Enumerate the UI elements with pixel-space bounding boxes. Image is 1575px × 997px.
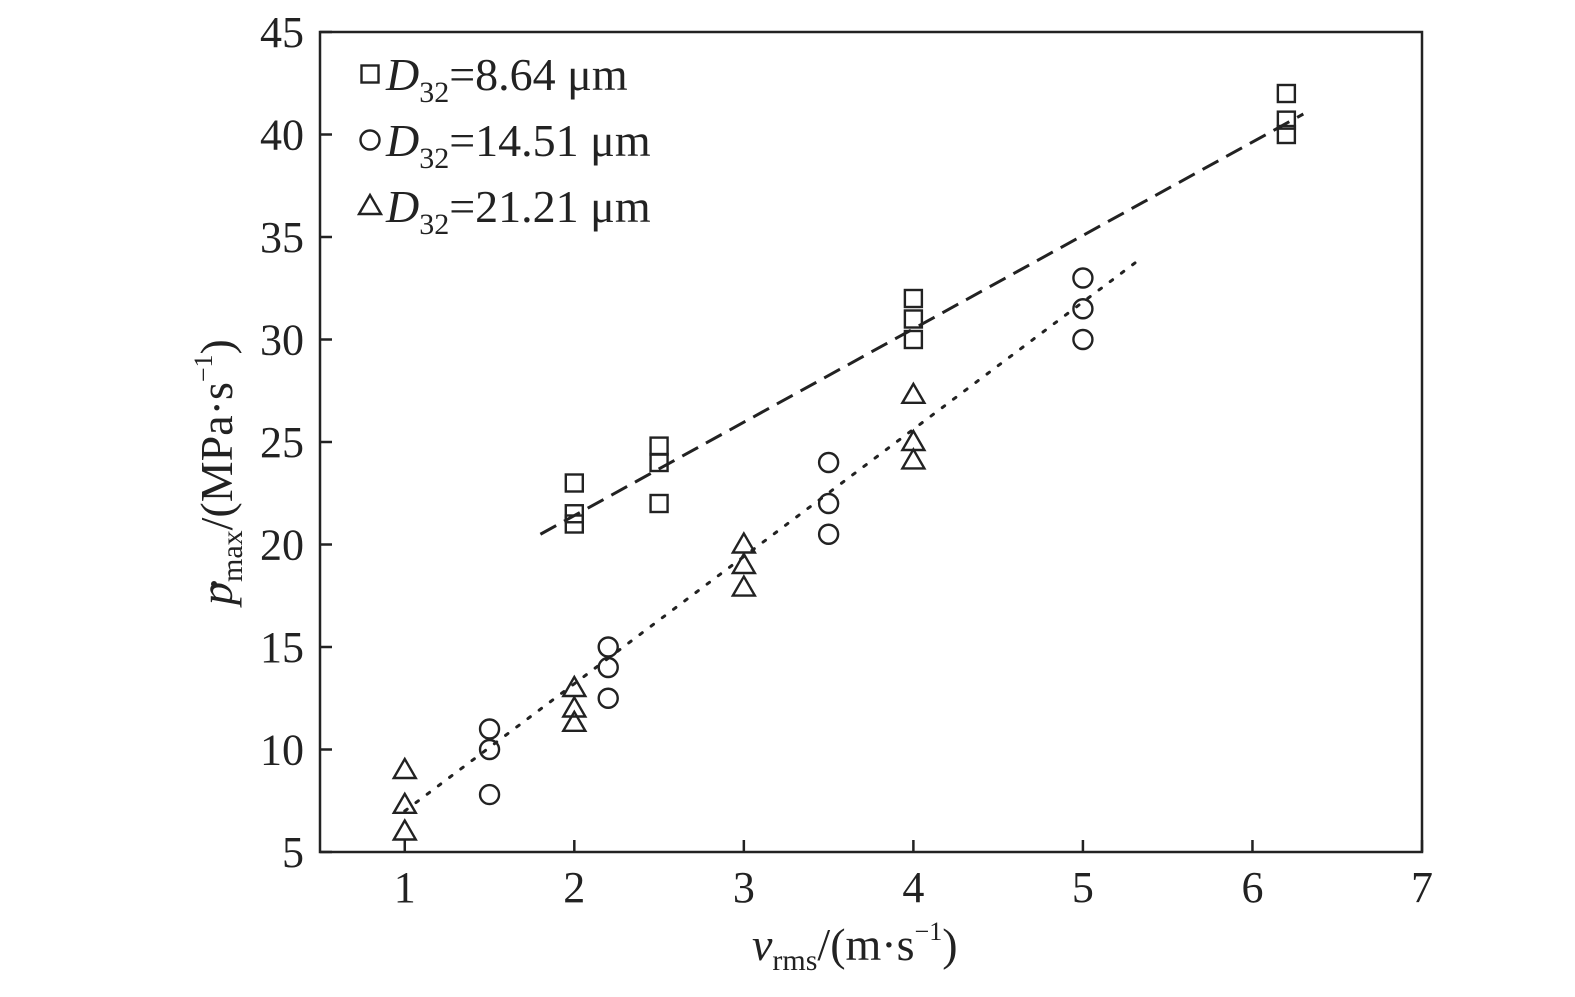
point-circle-3 (597, 636, 619, 658)
x-axis-label-sub: rms (772, 944, 817, 977)
point-square-8 (903, 329, 924, 350)
y-axis-label-sub: max (216, 530, 249, 582)
x-tick-label-3: 3 (733, 863, 755, 912)
point-triangle-9 (900, 381, 927, 405)
point-triangle-7 (730, 551, 757, 575)
y-tick-label-20: 20 (260, 521, 304, 570)
point-square-9 (1276, 83, 1297, 104)
x-tick-label-6: 6 (1241, 863, 1263, 912)
point-square-7 (903, 309, 924, 329)
y-tick-label-15: 15 (260, 623, 304, 672)
legend-label-circle: D32=14.51 μm (385, 115, 651, 175)
point-circle-1 (478, 738, 501, 761)
point-circle-7 (817, 492, 840, 515)
point-square-5 (649, 493, 669, 514)
y-axis-label-dot-accent (211, 581, 217, 587)
point-circle-0 (478, 718, 501, 740)
y-tick-label-5: 5 (282, 828, 304, 877)
point-triangle-3 (561, 674, 588, 698)
legend-value: =14.51 μm (449, 115, 651, 166)
legend-marker-square (360, 64, 380, 84)
y-tick-label-25: 25 (260, 418, 304, 467)
point-circle-9 (1072, 267, 1094, 289)
legend-symbol: D (385, 181, 419, 232)
point-square-4 (649, 452, 669, 473)
legend-subscript: 32 (419, 208, 449, 241)
fit-line-circle (403, 256, 1144, 813)
point-triangle-1 (391, 791, 418, 815)
y-tick-label-10: 10 (260, 726, 304, 775)
point-square-1 (564, 504, 585, 524)
point-square-2 (564, 514, 585, 534)
legend-symbol: D (385, 49, 419, 100)
point-square-3 (649, 436, 669, 456)
x-tick-label-5: 5 (1072, 863, 1094, 912)
x-tick-label-2: 2 (563, 863, 585, 912)
x-tick-label-1: 1 (394, 863, 416, 912)
legend-symbol: D (385, 115, 419, 166)
legend-marker-triangle (356, 192, 384, 216)
point-square-0 (564, 473, 585, 493)
y-axis-label-sup: −1 (189, 354, 218, 382)
point-triangle-2 (391, 818, 418, 841)
point-circle-8 (817, 523, 840, 545)
legend-label-triangle: D32=21.21 μm (385, 181, 651, 241)
point-triangle-8 (730, 574, 757, 597)
point-circle-2 (478, 783, 501, 806)
point-triangle-11 (900, 447, 927, 470)
legend-subscript: 32 (419, 142, 449, 175)
y-axis-label-close: ) (191, 339, 242, 354)
data-markers (391, 83, 1297, 841)
point-triangle-4 (561, 695, 588, 718)
point-circle-6 (817, 451, 840, 474)
y-tick-label-40: 40 (260, 111, 304, 160)
legend-value: =8.64 μm (449, 49, 628, 100)
x-axis-label-close: ) (942, 919, 957, 970)
x-axis-label-unit: /(m·s (817, 919, 914, 970)
y-axis-label-unit: /(MPa·s (191, 382, 242, 530)
x-axis-label-sup: −1 (915, 917, 943, 946)
y-tick-label-35: 35 (260, 213, 304, 262)
point-triangle-0 (391, 756, 418, 780)
legend-value: =21.21 μm (449, 181, 651, 232)
y-tick-label-30: 30 (260, 316, 304, 365)
x-axis-label: vrms/(m·s−1) (752, 917, 958, 977)
point-triangle-5 (561, 709, 588, 733)
y-axis-label-main: p (191, 582, 242, 608)
x-axis-ticks: 1 2 3 4 5 6 7 (394, 840, 1433, 912)
point-circle-11 (1072, 328, 1094, 351)
x-tick-label-7: 7 (1411, 863, 1433, 912)
x-axis-label-main: v (752, 919, 773, 970)
point-square-6 (903, 288, 924, 309)
point-square-11 (1276, 124, 1297, 145)
point-circle-5 (597, 687, 619, 709)
legend-marker-circle (359, 129, 381, 151)
y-axis-ticks: 5 10 15 20 25 30 35 40 45 (260, 8, 332, 877)
y-axis-label: pmax/(MPa·s−1) (189, 339, 249, 608)
legend-subscript: 32 (419, 76, 449, 109)
point-circle-4 (597, 656, 619, 679)
point-square-10 (1276, 110, 1297, 130)
x-tick-label-4: 4 (902, 863, 924, 912)
y-tick-label-45: 45 (260, 8, 304, 57)
legend-label-square: D32=8.64 μm (385, 49, 628, 109)
point-circle-10 (1072, 298, 1094, 320)
